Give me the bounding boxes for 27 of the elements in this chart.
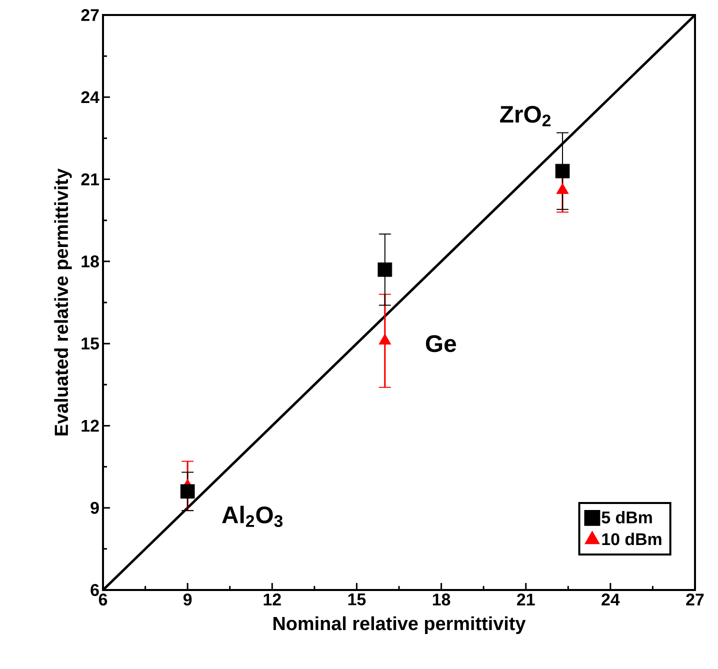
annotation: ZrO$_{2}$ xyxy=(500,106,550,126)
x-tick-label: 15 xyxy=(348,594,366,606)
y-tick-label: 21 xyxy=(81,173,100,186)
x-axis-title: Nominal relative permittivity xyxy=(274,616,526,634)
y-axis-title: Evaluated relative permittivity xyxy=(54,168,72,436)
x-tick-label: 12 xyxy=(264,594,281,606)
point xyxy=(378,262,392,277)
point xyxy=(555,164,570,178)
annotation: Ge xyxy=(426,335,456,352)
y-tick-label: 6 xyxy=(90,584,99,596)
y-tick-label: 24 xyxy=(81,91,100,104)
x-tick-label: 18 xyxy=(432,594,450,606)
annotation: Al$_{2}$O$_{3}$ xyxy=(222,506,283,528)
x-tick-label: 24 xyxy=(602,594,620,606)
y-tick-label: 18 xyxy=(82,255,99,268)
x-tick-label: 9 xyxy=(183,594,192,606)
legend-label: 10 dBm xyxy=(602,532,662,546)
point xyxy=(378,334,392,345)
y-tick-label: 15 xyxy=(82,338,100,350)
x-tick-label: 6 xyxy=(98,594,108,606)
point xyxy=(556,183,569,194)
y-tick-label: 9 xyxy=(90,502,99,514)
x-tick-label: 27 xyxy=(686,594,704,606)
legend-label: 5 dBm xyxy=(602,511,652,524)
y-tick-label: 27 xyxy=(81,9,99,21)
x-tick-label: 21 xyxy=(517,594,535,606)
y-tick-label: 12 xyxy=(82,420,99,432)
